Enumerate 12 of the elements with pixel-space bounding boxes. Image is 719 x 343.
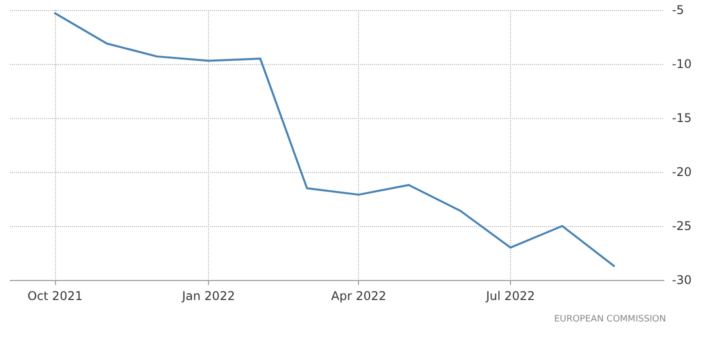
x-tick-label: Apr 2022 [331,289,386,303]
x-tick-label: Jul 2022 [485,289,535,303]
y-tick-label: -10 [672,57,692,71]
y-tick-label: -5 [672,3,684,17]
y-tick-label: -30 [672,273,692,287]
text: EUROPEAN COMMISSION [554,314,666,324]
line-series [54,12,615,267]
x-tick-label: Jan 2022 [181,289,235,303]
y-tick-label: -20 [672,165,692,179]
x-tick-label: Oct 2021 [27,289,83,303]
y-tick-label: -25 [672,219,692,233]
y-tick-label: -15 [672,111,692,125]
